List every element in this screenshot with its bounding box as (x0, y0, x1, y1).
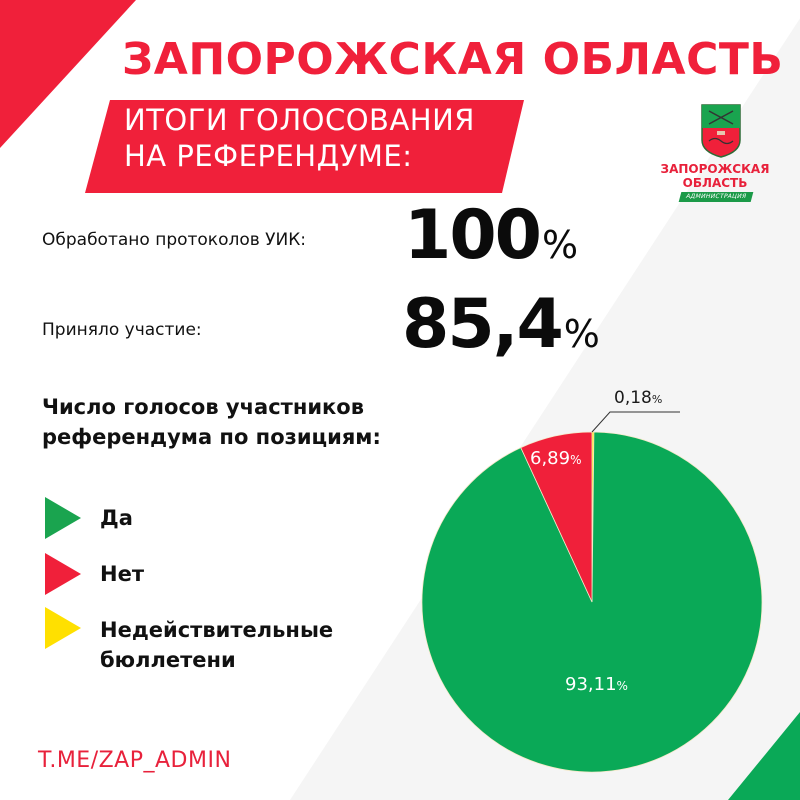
telegram-link[interactable]: T.ME/ZAP_ADMIN (38, 748, 232, 773)
chart-title: Число голосов участников референдума по … (42, 392, 381, 452)
logo-name-line-2: ОБЛАСТЬ (682, 176, 748, 190)
legend-label-line-2: бюллетени (100, 648, 236, 672)
stat-number: 85,4 (402, 285, 564, 364)
region-logo: ЗАПОРОЖСКАЯ ОБЛАСТЬ АДМИНИСТРАЦИЯ (660, 100, 770, 210)
legend-label: Да (100, 506, 133, 530)
logo-name-line-1: ЗАПОРОЖСКАЯ (660, 162, 770, 176)
banner-line-1: ИТОГИ ГОЛОСОВАНИЯ (124, 103, 475, 137)
yellow-triangle-icon (45, 607, 81, 649)
pie-label-no: 6,89% (530, 448, 582, 469)
page-title: ЗАПОРОЖСКАЯ ОБЛАСТЬ (122, 34, 784, 85)
green-corner-triangle (728, 712, 800, 800)
title-banner-shape (85, 100, 524, 193)
banner-line-2: НА РЕФЕРЕНДУМЕ: (124, 139, 413, 173)
pie-label-invalid: 0,18% (614, 388, 663, 408)
stat-label-turnout: Приняло участие: (42, 320, 202, 340)
chart-title-line-2: референдума по позициям: (42, 425, 381, 449)
stat-value-turnout: 85,4% (402, 285, 600, 364)
legend-label-line-1: Недействительные (100, 618, 334, 642)
stat-number: 100 (404, 196, 542, 275)
red-triangle-icon (45, 553, 81, 595)
stat-unit: % (541, 223, 579, 267)
red-corner-triangle (0, 0, 136, 148)
green-triangle-icon (45, 497, 81, 539)
stat-label-protocols: Обработано протоколов УИК: (42, 230, 307, 250)
stat-value-protocols: 100% (404, 196, 578, 275)
coat-of-arms-icon (701, 104, 741, 158)
pie-slice-no (520, 431, 593, 603)
pie-label-yes: 93,11% (565, 674, 628, 695)
stat-unit: % (563, 312, 600, 356)
callout-leader-line (591, 411, 680, 433)
chart-title-line-1: Число голосов участников (42, 395, 365, 419)
legend-label: Нет (100, 562, 144, 586)
